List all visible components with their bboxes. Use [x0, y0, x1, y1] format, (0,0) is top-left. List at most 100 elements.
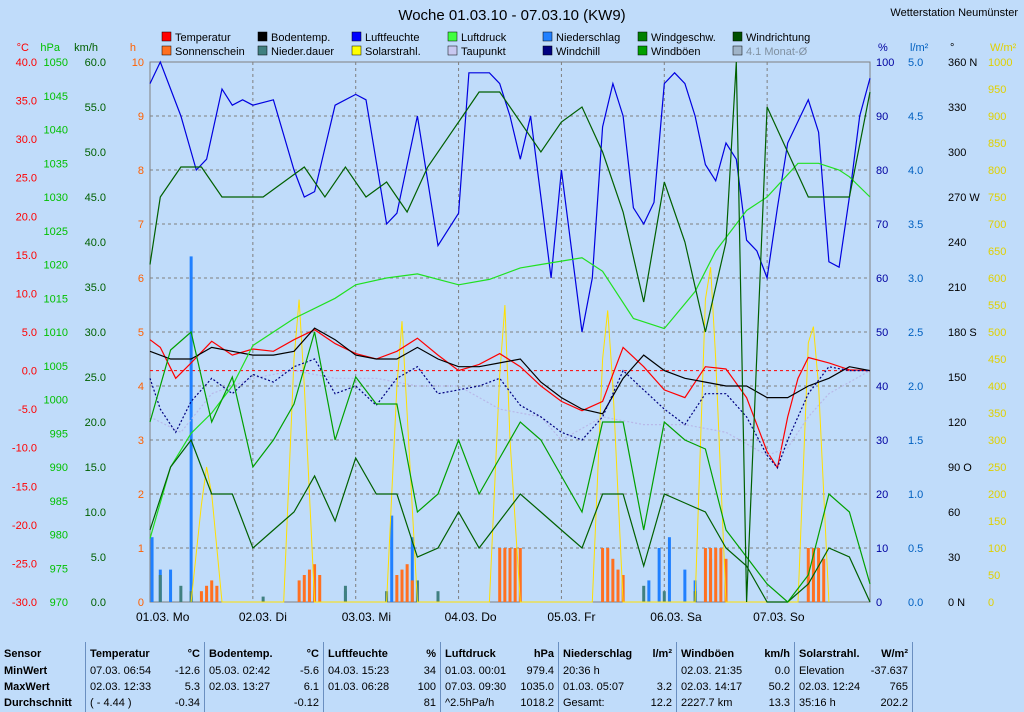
legend-swatch	[732, 45, 743, 56]
left-axis-tick: 1010	[44, 327, 68, 339]
bar-sonnenschein	[405, 564, 409, 602]
stats-feuchte-avg: 81	[423, 697, 436, 709]
stats-boden-header: Bodentemp.	[209, 648, 273, 660]
left-axis-tick: 985	[50, 496, 68, 508]
bar-sonnenschein	[703, 548, 707, 602]
x-tick-label: 07.03. So	[753, 610, 805, 624]
legend-swatch	[637, 31, 648, 42]
series-windgeschw	[149, 438, 871, 603]
stats-sensor: Sensor MinWert MaxWert Durchschnitt	[0, 642, 86, 712]
bar-niederschlag	[189, 256, 193, 602]
bar-niederschlag	[683, 569, 687, 602]
bar-sonnenschein	[817, 548, 821, 602]
right-axis-tick: 300	[988, 435, 1006, 447]
left-axis-tick: 35.0	[85, 282, 106, 294]
left-axis-tick: 1005	[44, 361, 68, 373]
x-tick-label: 04.03. Do	[445, 610, 497, 624]
stats-nieder-unit: l/m²	[652, 648, 672, 660]
bar-niederdauer	[158, 575, 162, 602]
bar-sonnenschein	[606, 548, 610, 602]
bar-niederdauer	[415, 580, 419, 602]
stats-druck-min: 979.4	[526, 665, 554, 677]
left-axis-tick: 25.0	[16, 173, 37, 185]
left-axis-tick: 6	[138, 273, 144, 285]
right-axis-tick: 30	[876, 435, 888, 447]
x-tick-label: 01.03. Mo	[136, 610, 190, 624]
right-axis-tick: 400	[988, 381, 1006, 393]
right-axis-tick: 30	[948, 552, 960, 564]
bar-niederdauer	[261, 596, 265, 602]
legend-label: Niederschlag	[556, 32, 620, 44]
left-axis-tick: 1020	[44, 260, 68, 272]
stats-temp: Temperatur °C 07.03. 06:54 -12.6 02.03. 12…	[86, 642, 205, 712]
stats-temp-min: -12.6	[174, 665, 200, 677]
right-axis-unit: W/m²	[990, 42, 1017, 54]
right-axis-tick: 850	[988, 138, 1006, 150]
stats-solar-header: Solarstrahl.	[799, 648, 860, 660]
stats-solar-max: 765	[889, 681, 908, 693]
bar-sonnenschein	[199, 591, 203, 602]
bar-sonnenschein	[709, 548, 713, 602]
right-axis-tick: 70	[876, 219, 888, 231]
stats-boeen-distance: 2227.7 km	[681, 697, 733, 709]
bar-sonnenschein	[503, 548, 507, 602]
series-luftdruck	[149, 162, 871, 539]
bar-niederschlag	[657, 548, 661, 602]
stats-druck-min-date: 01.03. 00:01	[445, 665, 507, 677]
bar-sonnenschein	[205, 585, 209, 602]
x-tick-label: 02.03. Di	[239, 610, 287, 624]
bar-sonnenschein	[616, 569, 620, 602]
left-axis-tick: 15.0	[16, 250, 37, 262]
legend-label: Luftfeuchte	[365, 32, 419, 44]
stats-druck-trend: ^2.5hPa/h	[445, 697, 495, 709]
legend-label: Temperatur	[175, 32, 231, 44]
right-axis-tick: 0	[876, 597, 882, 609]
stats-feuchte-min: 34	[423, 665, 436, 677]
left-axis-tick: 20.0	[85, 417, 106, 429]
legend-swatch	[161, 31, 172, 42]
stats-temp-unit: °C	[187, 648, 200, 660]
bar-sonnenschein	[318, 575, 322, 602]
stats-boeen-header: Windböen	[681, 648, 735, 660]
right-axis-tick: 10	[876, 543, 888, 555]
stats-boden-max-date: 02.03. 13:27	[209, 681, 271, 693]
right-axis-tick: 60	[948, 507, 960, 519]
right-axis-tick: 350	[988, 408, 1006, 420]
stats-temp-avg: -0.34	[174, 697, 200, 709]
stats-min-label: MinWert	[4, 665, 48, 677]
legend-label: Taupunkt	[461, 46, 506, 58]
bar-sonnenschein	[611, 558, 615, 602]
bar-sonnenschein	[210, 580, 214, 602]
left-axis-tick: 1045	[44, 91, 68, 103]
left-axis-tick: 55.0	[85, 102, 106, 114]
stats-boden-unit: °C	[306, 648, 319, 660]
legend-label: Nieder.dauer	[271, 46, 334, 58]
stats-nieder: Niederschlag l/m² 20:36 h 01.03. 05:07 3.2…	[559, 642, 677, 712]
legend-label: 4.1 Monat-Ø	[746, 46, 808, 58]
left-axis-tick: 2	[138, 489, 144, 501]
left-axis-tick: 975	[50, 563, 68, 575]
x-axis-labels: 01.03. Mo 02.03. Di 03.03. Mi 04.03. Do 05.0…	[136, 610, 805, 624]
legend-label: Windgeschw.	[651, 32, 716, 44]
left-axis-tick: -20.0	[12, 520, 37, 532]
series-bodentemp	[149, 327, 871, 415]
left-axis-tick: -25.0	[12, 558, 37, 570]
right-axis-tick: 3.0	[908, 273, 923, 285]
legend-swatch	[637, 45, 648, 56]
stats-feuchte: Luftfeuchte% 04.03. 15:23 34 01.03. 06:28…	[324, 642, 441, 712]
left-axis-unit: km/h	[74, 42, 98, 54]
bar-sonnenschein	[410, 580, 414, 602]
left-axis-tick: 35.0	[16, 96, 37, 108]
right-axis-tick: 100	[876, 57, 894, 69]
stats-boden: Bodentemp. °C 05.03. 02:42 -5.6 02.03. 13:…	[205, 642, 324, 712]
bar-sonnenschein	[719, 548, 723, 602]
stats-solar-duration: 35:16 h	[799, 697, 836, 709]
right-axis-tick: 4.5	[908, 111, 923, 123]
right-axis-tick: 300	[948, 147, 966, 159]
right-axis-tick: 600	[988, 273, 1006, 285]
legend-swatch	[542, 31, 553, 42]
left-axis-tick: 3	[138, 435, 144, 447]
bar-sonnenschein	[498, 548, 502, 602]
left-axis-tick: 1015	[44, 293, 68, 305]
left-axis-tick: 0	[138, 597, 144, 609]
